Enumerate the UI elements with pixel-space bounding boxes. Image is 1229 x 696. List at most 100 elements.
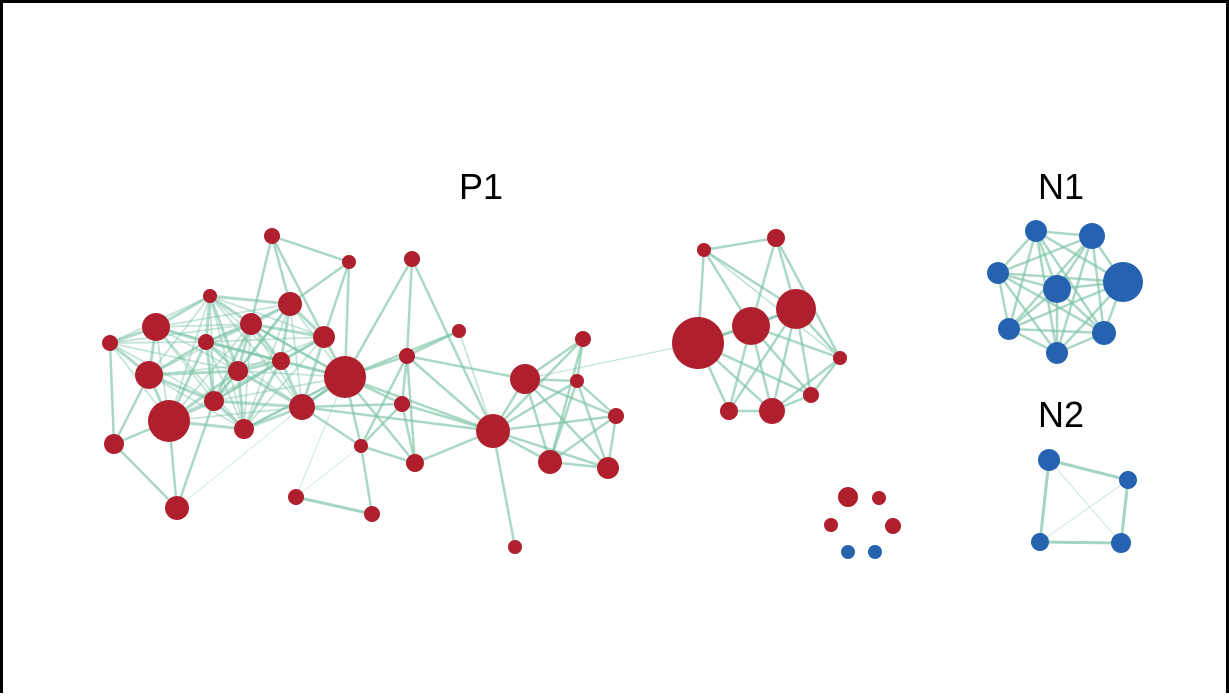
edge (359, 444, 374, 516)
red-node-p33 (538, 450, 562, 474)
edge (491, 414, 618, 433)
edge (343, 375, 495, 433)
edge (295, 445, 362, 498)
edge (703, 249, 841, 359)
edge (359, 402, 404, 448)
red-node-p6 (148, 400, 190, 442)
edge (155, 326, 245, 430)
edge (548, 337, 585, 464)
edge (249, 322, 326, 339)
blue-node-n2 (1079, 223, 1105, 249)
edge (249, 234, 274, 326)
edge (359, 444, 417, 465)
red-node-p5 (135, 361, 163, 389)
edge (1039, 479, 1129, 543)
edge (108, 341, 116, 446)
edge (209, 295, 303, 408)
red-node-p4 (198, 334, 214, 350)
edge (996, 234, 1094, 275)
edge (1055, 234, 1094, 355)
red-node-q8 (759, 398, 785, 424)
edge (109, 341, 207, 344)
edge (400, 402, 417, 465)
edge (155, 326, 215, 402)
red-node-p24 (354, 439, 368, 453)
edge (524, 342, 699, 380)
red-node-p9 (204, 391, 224, 411)
red-node-s2 (872, 491, 886, 505)
edge (148, 360, 282, 376)
edge (213, 376, 346, 402)
red-node-q6 (833, 351, 847, 365)
red-node-p28 (476, 414, 510, 448)
blue-node-n7 (1092, 321, 1116, 345)
edge (243, 336, 325, 430)
edge (243, 303, 291, 430)
blue-node-s6 (868, 545, 882, 559)
edge (523, 377, 610, 470)
edge (458, 330, 494, 432)
edge (770, 356, 842, 413)
blue-node-n4 (1043, 275, 1071, 303)
edge (322, 260, 351, 339)
red-node-p31 (570, 374, 584, 388)
edge (491, 429, 610, 470)
nodes-layer (102, 220, 1143, 559)
red-node-p1 (102, 335, 118, 351)
edge (400, 354, 409, 406)
edge (243, 323, 252, 430)
edge (405, 354, 495, 433)
blue-node-m2 (1119, 471, 1137, 489)
blue-node-n8 (1046, 342, 1068, 364)
edge (109, 342, 239, 372)
red-node-p7 (104, 434, 124, 454)
red-node-s4 (885, 518, 901, 534)
red-node-p17 (313, 326, 335, 348)
edge (148, 323, 252, 376)
edge (410, 257, 495, 433)
blue-node-n3 (987, 262, 1009, 284)
edge (242, 359, 283, 431)
red-node-p35 (508, 540, 522, 554)
edge (168, 323, 252, 422)
red-node-p13 (264, 228, 280, 244)
blue-node-m4 (1111, 533, 1131, 553)
edge (1048, 459, 1122, 544)
red-node-q7 (720, 402, 738, 420)
edge (112, 442, 179, 510)
edges-layer (108, 229, 1130, 549)
red-node-p8 (165, 496, 189, 520)
red-node-p18 (324, 356, 366, 398)
red-node-p3 (203, 289, 217, 303)
edge (405, 354, 527, 381)
edge (212, 359, 283, 403)
red-node-p14 (278, 292, 302, 316)
red-node-p15 (272, 352, 290, 370)
edge (575, 379, 618, 418)
edge (1038, 458, 1051, 544)
edge (405, 329, 461, 358)
red-node-s1 (838, 487, 858, 507)
red-node-p27 (364, 506, 380, 522)
edge (295, 376, 346, 498)
red-node-p22 (399, 348, 415, 364)
edge (343, 257, 414, 379)
edge (148, 295, 211, 376)
red-node-p12 (240, 313, 262, 335)
edge (300, 405, 495, 433)
edge (236, 302, 292, 373)
edge (548, 379, 579, 464)
edge (727, 307, 798, 413)
red-node-q2 (767, 229, 785, 247)
red-node-p20 (404, 251, 420, 267)
edge (359, 354, 409, 448)
blue-node-n5 (1103, 262, 1143, 302)
red-node-p11 (234, 419, 254, 439)
red-node-p10 (228, 361, 248, 381)
edge (155, 303, 291, 328)
edge (300, 402, 404, 409)
edge (702, 236, 778, 252)
edge (288, 260, 351, 306)
red-node-q1 (697, 243, 711, 257)
